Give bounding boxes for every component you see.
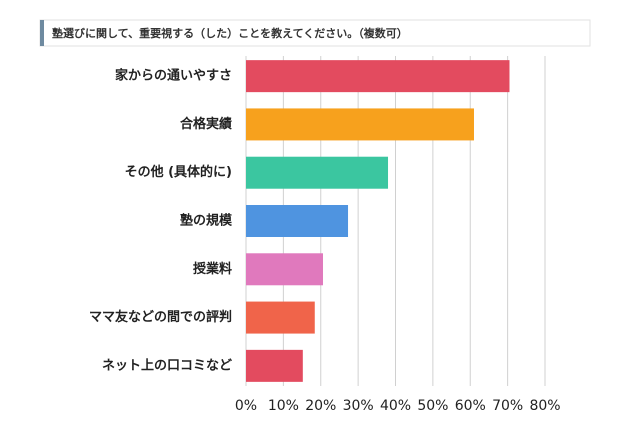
x-tick-label: 20% [305,398,336,414]
x-tick-label: 10% [268,398,299,414]
bar [246,156,389,189]
bar [246,301,315,334]
x-tick-label: 80% [529,398,560,414]
x-tick-label: 40% [380,398,411,414]
title-box [39,19,591,47]
y-tick-label: 合格実績 [180,116,232,132]
x-tick-label: 50% [417,398,448,414]
y-tick-label: 授業料 [193,261,232,277]
bar [246,205,349,237]
x-tick-label: 0% [235,398,257,414]
bar [246,60,510,93]
y-tick-label: ママ友などの間での評判 [89,309,232,325]
bar [246,349,303,382]
y-tick-label: 塾の規模 [180,213,233,229]
bar [246,108,474,141]
x-tick-label: 60% [455,398,486,414]
x-tick-label: 70% [492,398,523,414]
y-tick-label: ネット上の口コミなど [102,358,232,373]
chart-title: 塾選びに関して、重要視する（した）ことを教えてください。（複数可） [52,26,408,40]
x-tick-label: 30% [343,398,374,414]
title-accent [40,20,44,46]
y-tick-label: その他 (具体的に) [125,164,232,180]
bar [246,253,323,286]
y-tick-label: 家からの通いやすさ [115,68,232,84]
